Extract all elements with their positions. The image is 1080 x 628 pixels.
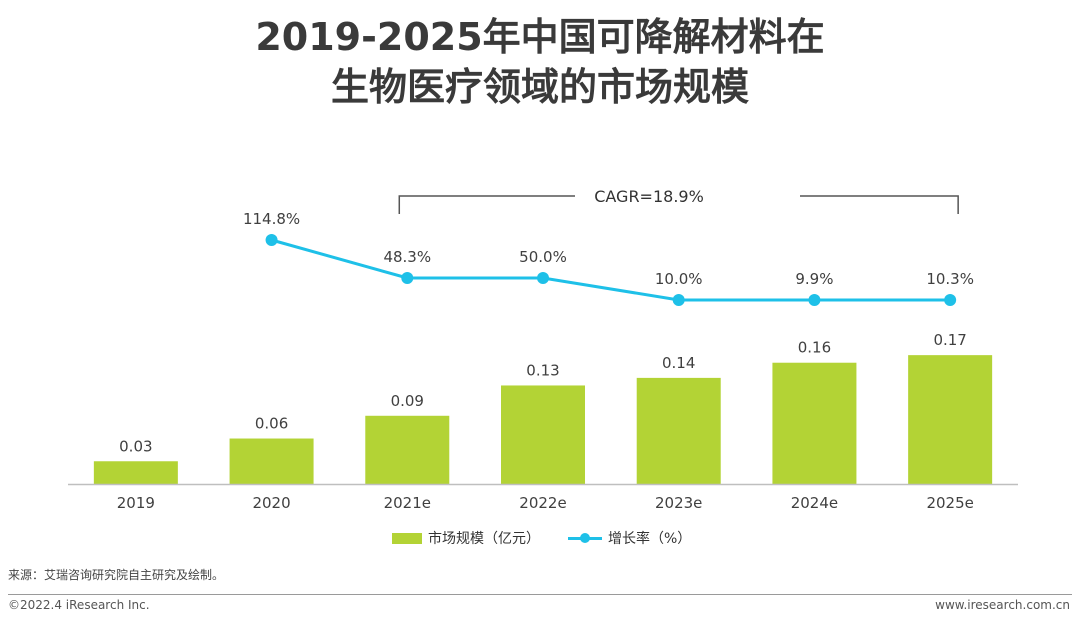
copyright: ©2022.4 iResearch Inc. [8,598,150,612]
bar-2023e [636,377,721,484]
legend-line-swatch [568,532,602,544]
growth-point-2023e [672,294,685,306]
legend-line-label: 增长率（%） [608,531,692,547]
x-tick-label: 2021e [384,494,431,512]
growth-point-2021e [401,272,414,284]
growth-value-label: 48.3% [383,248,431,266]
legend-bar-label: 市场规模（亿元） [428,531,540,547]
x-tick-label: 2023e [655,494,702,512]
growth-point-2025e [944,294,957,306]
legend-item-market-size: 市场规模（亿元） [392,527,540,549]
cagr-bracket-right [800,195,959,214]
footer-divider [8,594,1072,595]
x-tick-label: 2019 [117,494,155,512]
x-tick-label: 2024e [791,494,838,512]
bar-value-label: 0.13 [526,361,559,379]
x-tick-label: 2020 [252,494,290,512]
growth-rate-line [271,238,951,302]
bar-value-label: 0.14 [662,354,695,372]
x-tick-label: 2022e [519,494,566,512]
combo-chart: 0.03 0.06 0.09 0.13 0.14 0.16 0.17 2019 2020 2021… [68,187,1018,512]
growth-value-label: 10.3% [926,270,974,288]
growth-value-label: 114.8% [243,210,300,228]
source-note: 来源：艾瑞咨询研究院自主研究及绘制。 [8,568,225,582]
bar-2025e [908,355,993,484]
growth-point-2022e [537,272,549,284]
bar-2024e [772,362,857,484]
bar-value-label: 0.06 [255,415,288,433]
growth-value-label: 10.0% [655,270,703,288]
bar-2020 [229,438,314,484]
cagr-bracket-left [398,195,575,214]
x-tick-label: 2025e [926,494,973,512]
chart-legend: 市场规模（亿元） 增长率（%） [0,527,1080,549]
bar-2022e [501,385,585,484]
bar-value-label: 0.03 [119,437,152,455]
bar-value-label: 0.09 [391,392,424,410]
chart-title-line-2: 生物医疗领域的市场规模 [330,65,749,109]
bar-value-label: 0.16 [798,339,831,357]
growth-value-label: 9.9% [795,270,833,288]
legend-bar-swatch [392,532,422,544]
growth-value-label: 50.0% [519,248,567,266]
legend-item-growth-rate: 增长率（%） [568,527,691,549]
chart-title-line-1: 2019-2025年中国可降解材料在 [255,15,825,59]
chart-title: 2019-2025年中国可降解材料在 生物医疗领域的市场规模 [0,12,1080,112]
growth-point-2024e [808,294,821,306]
bar-2021e [365,415,450,484]
bar-2019 [93,461,178,484]
bar-value-label: 0.17 [933,331,966,349]
growth-point-2020 [265,234,278,246]
cagr-label: CAGR=18.9% [594,187,704,206]
website-url: www.iresearch.com.cn [935,598,1070,612]
